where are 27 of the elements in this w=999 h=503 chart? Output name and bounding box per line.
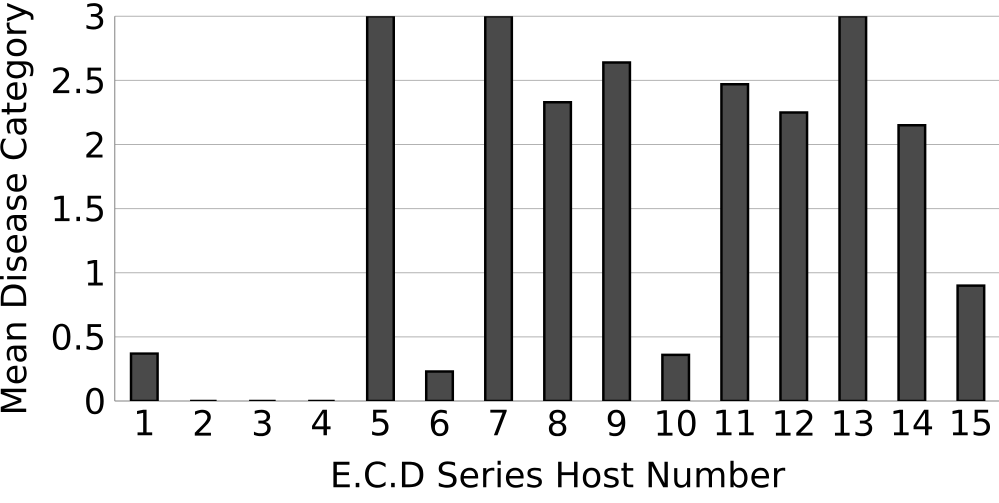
x-tick-label: 12 bbox=[775, 410, 812, 436]
x-axis-title: E.C.D Series Host Number bbox=[333, 460, 786, 488]
x-tick-label: 15 bbox=[952, 410, 990, 436]
x-tick-label: 1 bbox=[137, 410, 152, 436]
y-tick-label: 1 bbox=[88, 260, 103, 286]
y-tick-label: 0.5 bbox=[52, 324, 103, 350]
x-tick-label: 5 bbox=[372, 410, 389, 436]
y-tick-label: 2 bbox=[86, 132, 103, 158]
x-tick-label: 3 bbox=[254, 410, 271, 436]
y-tick-label: 3 bbox=[86, 3, 104, 30]
x-tick-label: 9 bbox=[608, 410, 626, 436]
y-tick-label: 0 bbox=[86, 388, 104, 414]
x-tick-label: 7 bbox=[490, 410, 507, 436]
x-tick-label: 11 bbox=[716, 410, 754, 436]
bar bbox=[838, 16, 868, 401]
x-tick-label: 6 bbox=[430, 410, 448, 436]
x-tick-label: 4 bbox=[312, 410, 331, 436]
x-tick-label: 14 bbox=[893, 410, 932, 436]
y-axis-title: Mean Disease Category bbox=[0, 2, 34, 412]
x-tick-label: 8 bbox=[548, 410, 566, 436]
x-tick-label: 10 bbox=[657, 410, 696, 436]
y-tick-label: 2.5 bbox=[53, 67, 103, 94]
bar bbox=[484, 16, 514, 401]
bar bbox=[366, 16, 395, 401]
x-tick-label: 2 bbox=[194, 410, 211, 436]
x-tick-label: 13 bbox=[834, 410, 872, 436]
y-tick-label: 1.5 bbox=[54, 196, 103, 222]
